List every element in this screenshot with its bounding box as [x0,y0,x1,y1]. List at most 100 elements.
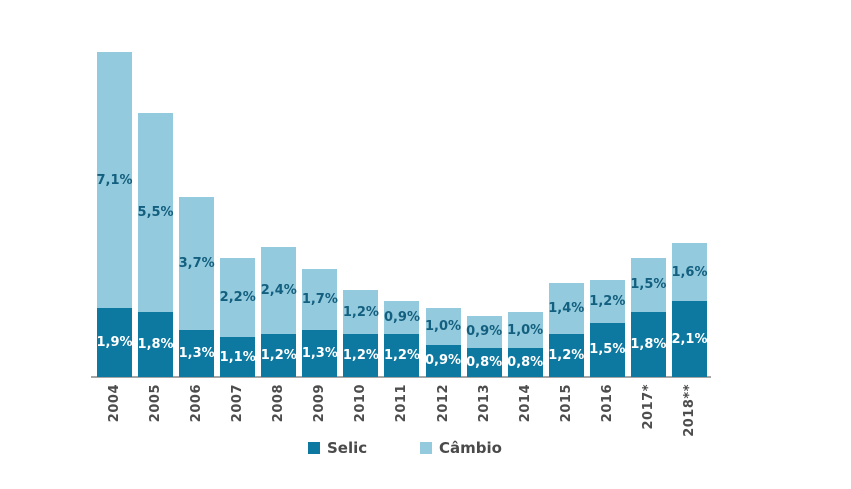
value-label: 1,3% [178,346,215,362]
bar-segment-selic-2006: 1,3% [178,330,215,377]
bar-segment-selic-2009: 1,3% [301,330,338,377]
bar-2004: 7,1% 1,9% [96,52,133,377]
cambio-legend-swatch-icon [420,442,432,454]
x-axis-tick-label: 2016 [599,384,615,423]
value-label: 1,2% [548,347,585,363]
x-axis-tick-label: 2015 [558,384,574,423]
bar-segment-selic-2013: 0,8% [466,348,503,377]
x-axis-tick-label: 2011 [394,384,410,423]
bar-2006: 3,7% 1,3% [178,196,215,378]
legend-label-cambio: Câmbio [439,438,502,457]
value-label: 5,5% [137,205,174,221]
value-label: 1,9% [96,335,133,351]
bar-segment-cambio-2018**: 1,6% [671,243,708,302]
x-axis-tick-label: 2012 [435,384,451,423]
value-label: 1,0% [507,322,544,338]
value-label: 1,3% [301,346,338,361]
x-axis-tick-2010: 2010 [352,384,370,426]
bar-segment-selic-2018**: 2,1% [671,301,708,377]
x-axis-tick-label: 2006 [189,384,205,423]
bar-segment-selic-2012: 0,9% [425,344,462,377]
value-label: 2,1% [671,331,708,347]
value-label: 1,8% [137,337,174,352]
x-axis-tick-label: 2010 [353,384,369,423]
bar-segment-cambio-2004: 7,1% [96,52,133,309]
value-label: 1,5% [630,277,667,293]
x-axis-tick-2007: 2007 [229,384,247,426]
legend-item-cambio: Câmbio [420,438,502,457]
x-axis-tick-label: 2008 [271,384,287,423]
bar-segment-selic-2015: 1,2% [548,333,585,377]
value-label: 7,1% [96,172,133,188]
selic-legend-swatch-icon [308,442,320,454]
bar-segment-selic-2008: 1,2% [260,333,297,377]
value-label: 1,1% [219,349,256,365]
bar-2016: 1,2% 1,5% [589,279,626,377]
value-label: 1,2% [260,347,297,363]
bar-segment-cambio-2014: 1,0% [507,312,544,349]
value-label: 1,7% [301,291,338,307]
bar-2007: 2,2% 1,1% [219,257,256,377]
x-axis-tick-label: 2007 [230,384,246,423]
bar-segment-cambio-2017*: 1,5% [630,257,667,312]
x-axis-tick-2004: 2004 [106,384,124,426]
bar-segment-cambio-2006: 3,7% [178,196,215,331]
value-label: 1,2% [383,347,421,363]
bar-2011: 0,9% 1,2% [383,301,421,377]
bar-segment-selic-2011: 1,2% [383,333,421,377]
value-label: 0,9% [425,353,462,369]
x-axis-tick-2005: 2005 [147,384,165,426]
value-label: 1,2% [342,304,379,320]
bar-segment-selic-2014: 0,8% [507,348,544,377]
x-axis-tick-2016: 2016 [598,384,616,426]
legend-label-selic: Selic [327,438,368,457]
bar-segment-cambio-2005: 5,5% [137,113,174,313]
bar-segment-selic-2004: 1,9% [96,308,133,377]
bar-2014: 1,0% 0,8% [507,312,544,377]
value-label: 0,9% [383,309,421,325]
x-axis-tick-label: 2014 [517,384,533,423]
value-label: 1,5% [589,342,626,358]
x-axis-tick-2012: 2012 [434,384,452,426]
x-axis-tick-label: 2009 [312,384,328,423]
value-label: 0,9% [466,324,503,340]
bar-2015: 1,4% 1,2% [548,283,585,377]
x-axis-tick-2011: 2011 [393,384,411,426]
x-axis-tick-2009: 2009 [311,384,329,426]
value-label: 2,2% [219,290,256,306]
value-label: 0,8% [507,355,544,371]
value-label: 2,4% [260,282,297,298]
bar-2009: 1,7% 1,3% [301,268,338,377]
x-axis-tick-2014: 2014 [516,384,534,426]
bar-segment-cambio-2015: 1,4% [548,283,585,334]
x-axis-tick-label: 2004 [107,384,122,423]
bar-segment-selic-2005: 1,8% [137,312,174,377]
bar-2013: 0,9% 0,8% [466,315,503,377]
x-axis-baseline [91,376,711,378]
x-axis-tick-2017*: 2017* [639,384,657,433]
bar-2012: 1,0% 0,9% [425,308,462,377]
value-label: 0,8% [466,355,503,371]
bar-segment-selic-2010: 1,2% [342,333,379,377]
x-axis-tick-2013: 2013 [475,384,493,426]
bar-segment-cambio-2012: 1,0% [425,308,462,345]
legend-item-selic: Selic [308,438,368,457]
bar-2010: 1,2% 1,2% [342,290,379,377]
bar-segment-cambio-2013: 0,9% [466,315,503,349]
value-label: 1,2% [589,293,626,309]
bar-2017*: 1,5% 1,8% [630,257,667,377]
bar-segment-cambio-2008: 2,4% [260,247,297,334]
x-axis-tick-2018**: 2018** [680,384,698,441]
value-label: 1,2% [342,347,379,363]
bar-2008: 2,4% 1,2% [260,247,297,377]
value-label: 1,6% [671,264,708,280]
bar-segment-selic-2017*: 1,8% [630,312,666,377]
x-axis-tick-2015: 2015 [557,384,575,426]
value-label: 1,0% [425,318,462,334]
value-label: 1,4% [548,300,585,316]
x-axis-tick-label: 2017* [640,384,656,430]
bar-segment-selic-2007: 1,1% [219,337,256,377]
value-label: 3,7% [178,255,215,271]
bar-segment-cambio-2010: 1,2% [342,290,379,334]
